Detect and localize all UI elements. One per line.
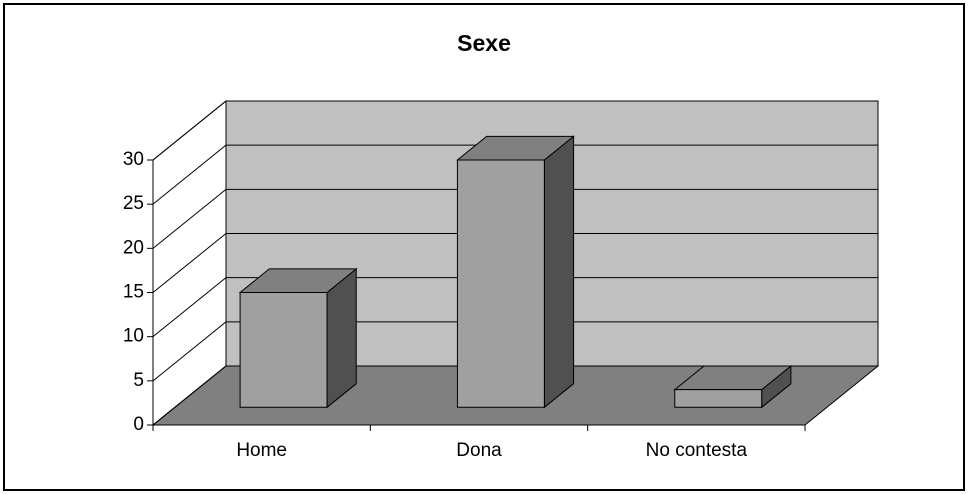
x-tick-label: Dona — [456, 440, 502, 461]
grid-line — [152, 233, 878, 293]
bar — [674, 389, 763, 408]
y-tick-label: 5 — [133, 370, 144, 391]
y-tick-label: 30 — [123, 149, 144, 170]
chart-title: Sexe — [457, 30, 511, 56]
bar — [456, 159, 545, 408]
grid-line — [152, 365, 878, 426]
grid-line — [152, 100, 878, 161]
bar-side — [543, 135, 575, 409]
grid-line — [152, 144, 878, 205]
y-tick-label: 10 — [123, 326, 144, 347]
grid-line — [152, 188, 878, 249]
bar — [239, 291, 328, 408]
y-tick-label: 0 — [133, 414, 144, 435]
y-tick-label: 25 — [123, 193, 144, 214]
x-tick-label: No contesta — [646, 440, 748, 461]
grid-line — [152, 277, 878, 338]
grid-line — [152, 321, 878, 382]
y-tick-label: 15 — [123, 282, 144, 303]
x-tick-label: Home — [236, 440, 287, 461]
y-tick-label: 20 — [123, 237, 144, 258]
bar-side — [326, 267, 357, 409]
